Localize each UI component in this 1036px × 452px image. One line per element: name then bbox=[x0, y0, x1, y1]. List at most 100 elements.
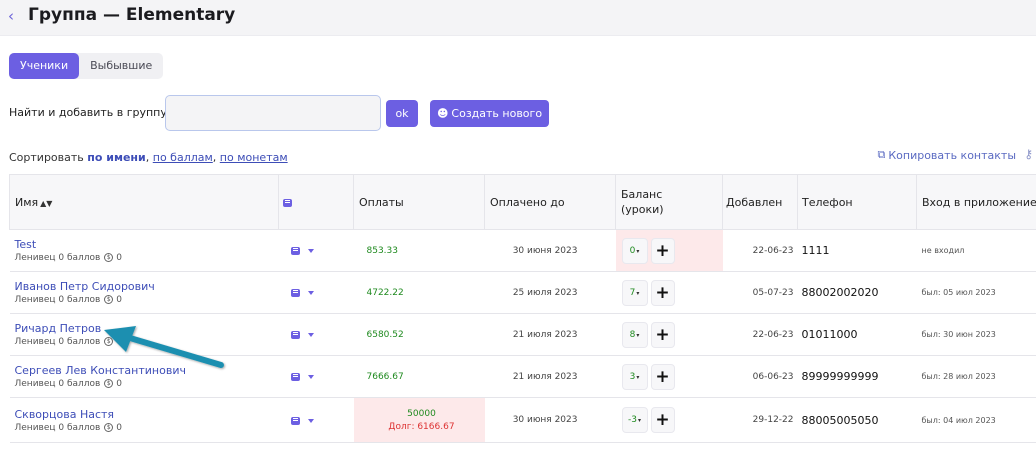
column-header-payments: Оплаты bbox=[353, 174, 485, 230]
payment-value[interactable]: 853.33 bbox=[366, 245, 399, 256]
student-name-link[interactable]: Скворцова Настя bbox=[14, 407, 115, 421]
coin-icon: $ bbox=[104, 379, 114, 388]
student-rank-text: Ленивец 0 баллов bbox=[14, 422, 101, 433]
student-rank: Ленивец 0 баллов $ 0 bbox=[14, 422, 279, 433]
page-title: Группа — Elementary bbox=[28, 5, 236, 25]
message-dropdown-icon[interactable] bbox=[307, 291, 314, 295]
message-icon[interactable] bbox=[290, 416, 300, 425]
payment-cell: 4722.22 bbox=[353, 271, 485, 314]
back-chevron-icon[interactable]: ‹ bbox=[8, 7, 14, 25]
balance-caret-icon: ▾ bbox=[637, 417, 641, 424]
added-cell: 29-12-22 bbox=[722, 397, 798, 443]
paid-until-cell: 21 июля 2023 bbox=[484, 313, 616, 356]
add-user-icon: ☻ bbox=[436, 107, 449, 120]
message-icon[interactable] bbox=[290, 247, 300, 255]
add-balance-plus-icon[interactable]: + bbox=[650, 279, 675, 306]
student-rank: Ленивец 0 баллов $ 0 bbox=[15, 295, 279, 305]
payment-value[interactable]: 7666.67 bbox=[366, 371, 404, 382]
student-name-link[interactable]: Иванов Петр Сидорович bbox=[14, 280, 155, 293]
page-header: ‹ Группа — Elementary bbox=[0, 0, 1036, 36]
student-rank-text: Ленивец 0 баллов bbox=[14, 295, 101, 305]
paid-until-cell: 25 июля 2023 bbox=[484, 271, 616, 314]
student-coins: 0 bbox=[116, 295, 122, 305]
sort-by-coins-link[interactable]: по монетам bbox=[219, 151, 288, 164]
table-header-row: Имя ▲▼ Оплаты Оплачено до Баланс (уроки) Д… bbox=[9, 174, 1036, 230]
name-cell: Сергеев Лев Константинович Ленивец 0 бал… bbox=[9, 355, 279, 398]
message-dropdown-icon[interactable] bbox=[307, 249, 314, 253]
name-cell: Скворцова Настя Ленивец 0 баллов $ 0 bbox=[9, 397, 279, 443]
student-name-link[interactable]: Ричард Петров bbox=[14, 322, 102, 335]
paid-until-cell: 30 июня 2023 bbox=[484, 229, 616, 272]
payment-value[interactable]: 4722.22 bbox=[366, 287, 404, 298]
find-label: Найти и добавить в группу: bbox=[9, 106, 171, 119]
student-rank-text: Ленивец 0 баллов bbox=[14, 337, 101, 347]
debt-value: Долг: 6166.67 bbox=[388, 421, 455, 432]
column-header-paid-until: Оплачено до bbox=[484, 174, 616, 230]
coin-icon: $ bbox=[104, 422, 114, 432]
student-rank: Ленивец 0 баллов $ 0 bbox=[15, 379, 279, 389]
sort-row: Сортировать по имени, по баллам, по моне… bbox=[9, 151, 288, 164]
find-student-input[interactable] bbox=[165, 95, 381, 131]
student-rank-text: Ленивец 0 баллов bbox=[14, 253, 101, 263]
student-coins: 0 bbox=[116, 337, 122, 347]
message-dropdown-icon[interactable] bbox=[307, 375, 314, 379]
coin-icon: $ bbox=[104, 253, 114, 262]
payment-value[interactable]: 50000 bbox=[407, 408, 436, 419]
message-cell bbox=[278, 313, 354, 356]
balance-dropdown[interactable]: 7▾ bbox=[621, 279, 648, 306]
balance-caret-icon: ▾ bbox=[636, 373, 640, 381]
student-coins: 0 bbox=[116, 422, 122, 433]
message-icon[interactable] bbox=[290, 289, 300, 297]
login-cell: был: 30 июн 2023 bbox=[916, 313, 1036, 356]
login-cell: был: 05 июл 2023 bbox=[916, 271, 1036, 314]
phone-cell: 88005005050 bbox=[797, 397, 917, 443]
balance-dropdown[interactable]: -3▾ bbox=[621, 407, 648, 433]
message-icon[interactable] bbox=[290, 373, 300, 381]
balance-value: 7 bbox=[629, 287, 636, 298]
payment-cell: 50000 Долг: 6166.67 bbox=[353, 397, 485, 443]
sort-by-name-link[interactable]: по имени bbox=[87, 151, 146, 164]
added-cell: 22-06-23 bbox=[722, 313, 798, 356]
added-cell: 22-06-23 bbox=[722, 229, 798, 272]
phone-cell: 1111 bbox=[797, 229, 917, 272]
table-row: Сергеев Лев Константинович Ленивец 0 бал… bbox=[9, 355, 1036, 398]
copy-contacts-link[interactable]: ⧉ Копировать контакты bbox=[877, 148, 1016, 162]
balance-dropdown[interactable]: 8▾ bbox=[621, 321, 648, 348]
payment-value[interactable]: 6580.52 bbox=[366, 329, 404, 340]
payment-cell: 853.33 bbox=[353, 229, 485, 272]
balance-cell: 7▾ + bbox=[615, 271, 723, 314]
table-row: Test Ленивец 0 баллов $ 0 853.33 30 июня … bbox=[9, 229, 1036, 272]
tabs: Ученики Выбывшие bbox=[9, 53, 164, 79]
add-balance-plus-icon[interactable]: + bbox=[650, 363, 675, 390]
payment-cell: 6580.52 bbox=[353, 313, 485, 356]
tab-dropped[interactable]: Выбывшие bbox=[90, 59, 153, 72]
column-header-messages bbox=[278, 174, 354, 230]
ok-button[interactable]: ok bbox=[386, 100, 418, 127]
add-balance-plus-icon[interactable]: + bbox=[650, 237, 675, 264]
column-header-balance: Баланс (уроки) bbox=[615, 174, 723, 230]
sort-updown-icon[interactable]: ▲▼ bbox=[40, 198, 53, 208]
balance-value: 3 bbox=[629, 371, 636, 382]
column-name-label: Имя bbox=[15, 195, 39, 209]
phone-cell: 89999999999 bbox=[797, 355, 917, 398]
balance-value: 8 bbox=[629, 329, 636, 340]
sort-by-points-link[interactable]: по баллам bbox=[152, 151, 213, 164]
tab-students[interactable]: Ученики bbox=[9, 53, 80, 79]
message-dropdown-icon[interactable] bbox=[307, 333, 314, 337]
message-icon[interactable] bbox=[290, 331, 300, 339]
student-name-link[interactable]: Test bbox=[14, 238, 37, 251]
key-icon[interactable]: ⚷ bbox=[1024, 147, 1033, 161]
paid-until-cell: 30 июня 2023 bbox=[484, 397, 616, 443]
student-name-link[interactable]: Сергеев Лев Константинович bbox=[14, 364, 186, 377]
create-new-button[interactable]: ☻ Создать нового bbox=[430, 100, 549, 127]
column-header-name[interactable]: Имя ▲▼ bbox=[9, 174, 279, 230]
login-cell: был: 28 июл 2023 bbox=[916, 355, 1036, 398]
message-dropdown-icon[interactable] bbox=[307, 418, 314, 423]
student-coins: 0 bbox=[116, 379, 122, 389]
balance-dropdown[interactable]: 3▾ bbox=[621, 363, 648, 390]
balance-caret-icon: ▾ bbox=[636, 289, 640, 297]
add-balance-plus-icon[interactable]: + bbox=[650, 407, 675, 433]
balance-dropdown[interactable]: 0▾ bbox=[621, 237, 648, 264]
add-balance-plus-icon[interactable]: + bbox=[650, 321, 675, 348]
column-header-login: Вход в приложение bbox=[916, 174, 1036, 230]
